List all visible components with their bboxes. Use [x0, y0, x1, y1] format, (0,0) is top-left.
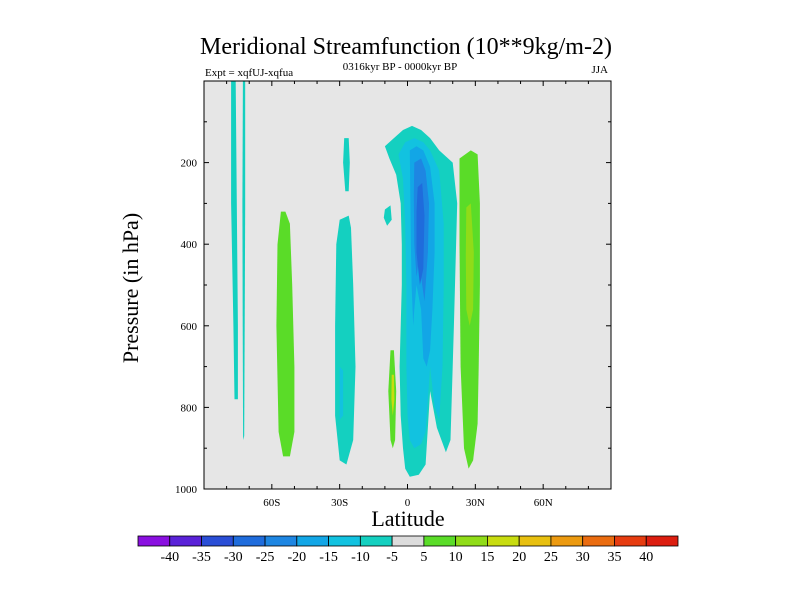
contour-region-1 [242, 81, 246, 440]
y-tick-label-4: 1000 [175, 484, 198, 496]
colorbar-label-6: -10 [351, 550, 370, 565]
contour-region-15 [416, 183, 425, 285]
colorbar-label-2: -30 [224, 550, 243, 565]
contour-region-10 [465, 203, 474, 326]
colorbar-label-4: -20 [287, 550, 306, 565]
period-label: 0316kyr BP - 0000kyr BP [343, 61, 458, 73]
contour-region-6 [383, 205, 392, 226]
colorbar-box-8 [391, 535, 425, 547]
colorbar-box-5 [296, 535, 329, 547]
x-tick-label-4: 60N [534, 497, 553, 509]
colorbar-box-9 [423, 535, 457, 547]
colorbar-label-8: 5 [420, 550, 427, 565]
colorbar-label-10: 15 [480, 550, 494, 565]
colorbar-label-15: 40 [639, 550, 653, 565]
x-tick-label-3: 30N [466, 497, 485, 509]
colorbar-box-2 [201, 535, 234, 547]
colorbar-box-15 [614, 535, 647, 547]
x-axis-ticks: 60S 30S 0 30N 60N [226, 81, 589, 509]
y-tick-label-2: 600 [181, 321, 198, 333]
colorbar-label-1: -35 [192, 550, 211, 565]
colorbar-label-9: 10 [449, 550, 463, 565]
colorbar-label-12: 25 [544, 550, 558, 565]
colorbar-box-14 [582, 535, 615, 547]
contour-region-5 [343, 138, 350, 192]
colorbar-label-14: 35 [608, 550, 622, 565]
x-tick-label-0: 60S [263, 497, 280, 509]
contour-region-2 [276, 211, 295, 457]
colorbar-label-13: 30 [576, 550, 590, 565]
contour-region-8 [391, 374, 395, 416]
contour-regions [231, 81, 480, 477]
x-axis-label: Latitude [371, 506, 444, 531]
colorbar-label-3: -25 [256, 550, 275, 565]
x-tick-label-2: 0 [405, 497, 411, 509]
colorbar: -40 -35 -30 -25 -20 -15 -10 -5 5 10 15 20 25 30 35 40 [137, 535, 679, 565]
colorbar-label-11: 20 [512, 550, 526, 565]
colorbar-box-3 [232, 535, 266, 547]
y-axis-ticks: 200 400 600 800 1000 [175, 121, 611, 496]
colorbar-box-7 [359, 535, 393, 547]
colorbar-label-0: -40 [160, 550, 179, 565]
experiment-label: Expt = xqfUJ-xqfua [205, 67, 293, 79]
y-tick-label-0: 200 [181, 158, 198, 170]
colorbar-box-13 [550, 535, 584, 547]
contour-region-4 [339, 366, 344, 420]
colorbar-box-12 [518, 535, 552, 547]
colorbar-box-4 [264, 535, 298, 547]
colorbar-box-6 [328, 535, 361, 547]
chart-title: Meridional Streamfunction (10**9kg/m-2) [200, 34, 612, 60]
colorbar-box-10 [455, 535, 488, 547]
colorbar-label-5: -15 [319, 550, 338, 565]
y-tick-label-1: 400 [181, 239, 198, 251]
y-axis-label: Pressure (in hPa) [118, 213, 143, 363]
colorbar-label-7: -5 [386, 550, 398, 565]
colorbar-box-11 [487, 535, 520, 547]
colorbar-box-0 [137, 535, 171, 547]
x-tick-label-1: 30S [331, 497, 348, 509]
y-tick-label-3: 800 [181, 402, 198, 414]
contour-region-0 [231, 81, 238, 400]
colorbar-box-16 [645, 535, 679, 547]
colorbar-box-1 [169, 535, 202, 547]
season-label: JJA [591, 64, 608, 76]
